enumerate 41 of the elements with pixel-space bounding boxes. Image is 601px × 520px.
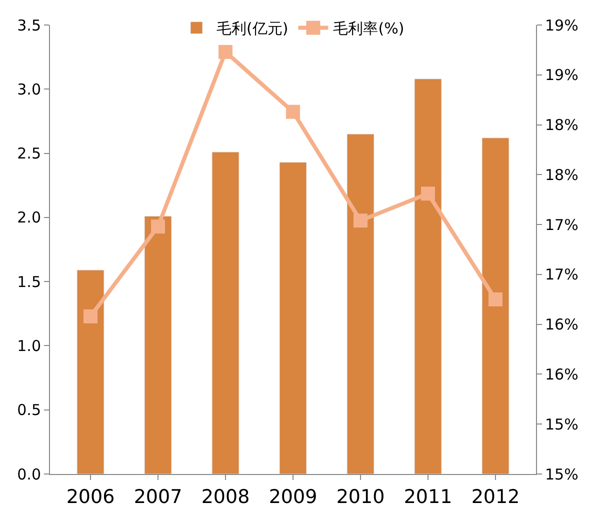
y-tick-label: 2.0 xyxy=(17,208,41,227)
y-tick-label: 2.5 xyxy=(17,144,41,163)
point xyxy=(84,309,98,324)
y2-tick-label: 15% xyxy=(545,415,578,434)
y2-tick-label: 17% xyxy=(545,266,578,284)
y-tick-label: 0.5 xyxy=(17,401,41,420)
x-tick-label: 2009 xyxy=(268,486,318,508)
legend-label: 毛利(亿元) xyxy=(216,20,288,38)
y2-tick-label: 19% xyxy=(545,16,578,34)
y-tick-label: 1.5 xyxy=(17,272,41,291)
bar xyxy=(76,270,104,474)
y-tick-label: 3.5 xyxy=(17,16,41,34)
x-tick-label: 2007 xyxy=(134,486,182,508)
point xyxy=(354,214,368,228)
x-tick-label: 2011 xyxy=(404,486,452,508)
bar xyxy=(144,216,172,474)
bar xyxy=(212,152,240,474)
bar xyxy=(482,138,510,474)
y2-tick-label: 19% xyxy=(545,66,578,84)
y-tick-label: 1.0 xyxy=(17,336,41,355)
y2-tick-label: 16% xyxy=(545,365,578,384)
x-tick-label: 2006 xyxy=(66,486,115,508)
bar xyxy=(414,78,442,474)
x-tick-label: 2012 xyxy=(471,486,520,508)
y2-tick-label: 15% xyxy=(545,465,578,484)
y2-tick-label: 16% xyxy=(545,316,578,334)
point xyxy=(151,220,165,234)
legend-label: 毛利率(%) xyxy=(333,20,404,38)
y2-tick-label: 17% xyxy=(545,216,578,234)
y-tick-label: 3.0 xyxy=(17,80,41,98)
y-tick-label: 0.0 xyxy=(17,465,41,484)
y2-tick-label: 18% xyxy=(545,166,578,184)
point xyxy=(488,292,502,306)
point xyxy=(286,104,300,119)
bar xyxy=(346,134,374,474)
point xyxy=(421,186,435,201)
x-tick-label: 2010 xyxy=(336,486,385,508)
x-tick-label: 2008 xyxy=(201,486,250,508)
y2-tick-label: 18% xyxy=(545,116,578,134)
bar xyxy=(279,162,307,474)
point xyxy=(218,44,232,59)
